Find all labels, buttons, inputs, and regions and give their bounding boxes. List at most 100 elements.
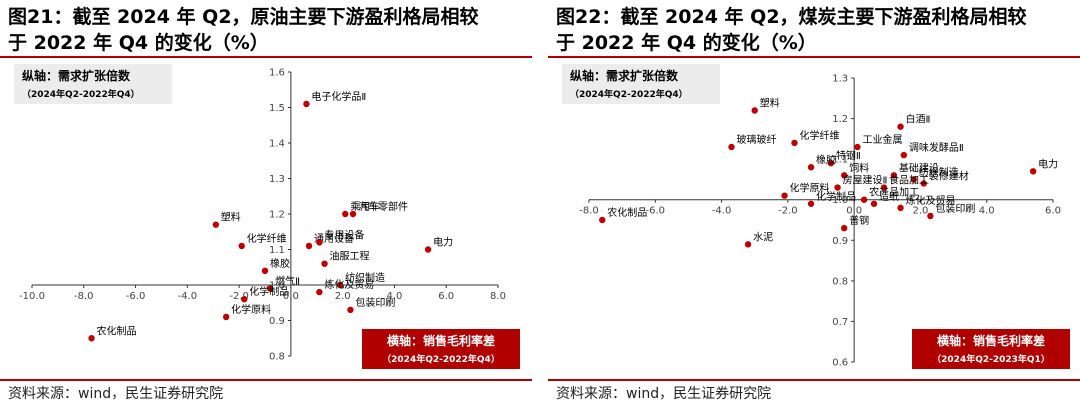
x-tick-label: 4.0	[979, 206, 995, 217]
y-tick-label: 0.9	[269, 316, 285, 327]
scatter-plot-right: -8.0 -6.0 -4.0 -2.0 0.0 2.0 4.0 6.0 0.6 0.7 0.8 0.9…	[579, 74, 1061, 369]
y-tick-label: 0.7	[832, 317, 848, 328]
data-point	[321, 260, 328, 267]
data-point-label: 化学原料	[790, 182, 830, 195]
data-point-label: 普钢	[849, 214, 869, 227]
data-point-label: 饲料	[849, 161, 869, 174]
data-point	[238, 242, 245, 250]
x-tick-label: 2.0	[335, 291, 351, 302]
data-point	[900, 151, 908, 159]
data-point	[336, 281, 344, 289]
x-axis-note-title: 横轴：销售毛利率差	[936, 334, 1045, 348]
data-point	[316, 288, 323, 296]
data-point-label: 电力	[1038, 157, 1058, 170]
x-tick-label: 6.0	[438, 291, 454, 302]
data-point-label: 造纸	[879, 190, 899, 203]
chart-panel-right: 图22：截至 2024 年 Q2，煤炭主要下游盈利格局相较 于 2022 年 Q…	[548, 0, 1080, 413]
data-point	[920, 180, 927, 187]
y-tick-label: 1.2	[832, 114, 848, 125]
y-tick-label: 1.0	[269, 281, 285, 292]
y-axis-note-title: 纵轴：需求扩张倍数	[22, 69, 131, 83]
data-point	[897, 123, 904, 130]
data-point-label: 基础建设	[899, 161, 939, 174]
y-tick-label: 0.6	[832, 358, 848, 369]
x-tick-label: -4.0	[178, 291, 198, 302]
chart-panel-left: 图21：截至 2024 年 Q2，原油主要下游盈利格局相较 于 2022 年 Q…	[0, 0, 532, 413]
data-point	[781, 192, 788, 199]
data-point-label: 玻璃玻纤	[737, 133, 777, 146]
source-divider	[548, 379, 1080, 381]
data-point-label: 农化制品	[97, 324, 137, 337]
data-point	[910, 176, 917, 183]
data-point-label: 白酒Ⅱ	[906, 113, 931, 126]
data-point	[349, 210, 357, 218]
y-tick-label: 1.5	[269, 103, 285, 114]
data-point	[347, 306, 354, 314]
y-tick-label: 1.3	[269, 174, 285, 185]
y-tick-label: 0.8	[269, 352, 285, 363]
data-point	[807, 200, 815, 207]
data-point	[927, 212, 934, 220]
x-tick-label: 0.0	[846, 206, 862, 217]
data-point-label: 炼化及贸易	[906, 194, 956, 207]
data-point	[791, 139, 798, 147]
data-point-label: 通用设备	[314, 232, 354, 245]
data-point-label: 调味发酵品Ⅱ	[909, 141, 964, 154]
data-point	[1029, 168, 1037, 175]
data-point	[807, 164, 815, 171]
data-point	[88, 335, 95, 342]
data-point-label: 装修建材	[929, 169, 969, 182]
y-tick-label: 0.9	[832, 236, 848, 247]
data-point-label: 化学制品	[249, 285, 289, 298]
x-tick-label: 6.0	[1045, 206, 1061, 217]
data-point	[342, 210, 349, 218]
y-tick-label: 1.0	[832, 195, 848, 206]
data-point	[897, 204, 904, 212]
x-axis-note: 横轴：销售毛利率差 （2024年Q2-2022年Q4）	[362, 329, 520, 369]
data-point	[841, 224, 848, 232]
y-tick-label: 1.4	[269, 139, 285, 150]
data-point	[751, 107, 758, 114]
chart-title-line2: 于 2022 年 Q4 的变化（%）	[556, 32, 817, 54]
chart-title-line1: 图21：截至 2024 年 Q2，原油主要下游盈利格局相较	[8, 6, 479, 28]
source-note: 资料来源：wind，民生证券研究院	[8, 386, 224, 402]
y-tick-label: 1.3	[832, 74, 848, 85]
data-point-label: 工业金属	[862, 133, 902, 146]
data-point-label: 化学纤维	[799, 129, 839, 142]
data-point-label: 水泥	[753, 230, 773, 243]
data-point-label: 汽车零部件	[358, 200, 408, 213]
data-point-label: 油服工程	[330, 250, 370, 263]
data-point	[261, 267, 269, 274]
chart-title-line2: 于 2022 年 Q4 的变化（%）	[8, 32, 269, 54]
data-point-label: 电力	[433, 236, 453, 249]
x-tick-label: -2.0	[229, 291, 249, 302]
data-point	[316, 239, 323, 246]
data-point-label: 食品加工	[889, 174, 929, 187]
source-divider	[0, 379, 532, 381]
data-point-label: 化学纤维	[247, 232, 287, 245]
data-point-label: 化学原料	[231, 303, 271, 316]
data-point-label: 炼化及贸易	[324, 278, 374, 291]
x-axis-note-period: （2024年Q2-2023年Q1）	[932, 355, 1050, 365]
y-tick-label: 1.2	[269, 210, 285, 221]
data-point	[870, 200, 878, 207]
x-tick-label: -4.0	[712, 206, 732, 217]
title-divider	[548, 56, 1080, 58]
data-point	[834, 184, 841, 191]
chart-title-line1: 图22：截至 2024 年 Q2，煤炭主要下游盈利格局相较	[556, 6, 1027, 28]
data-point	[222, 313, 230, 321]
data-point-label: 包装印刷	[935, 202, 975, 215]
x-tick-label: -6.0	[646, 206, 666, 217]
data-point	[854, 143, 861, 151]
y-tick-label: 1.6	[269, 68, 285, 79]
x-axis-note-period: （2024年Q2-2022年Q4）	[382, 355, 500, 365]
data-point	[827, 160, 835, 167]
data-point-label: 农产品加工	[869, 186, 919, 199]
data-point	[880, 184, 888, 191]
x-tick-label: 2.0	[912, 206, 928, 217]
data-point	[424, 246, 432, 253]
data-point	[890, 172, 898, 179]
data-point	[303, 100, 310, 108]
source-note: 资料来源：wind，民生证券研究院	[556, 386, 772, 402]
data-point	[744, 241, 752, 248]
